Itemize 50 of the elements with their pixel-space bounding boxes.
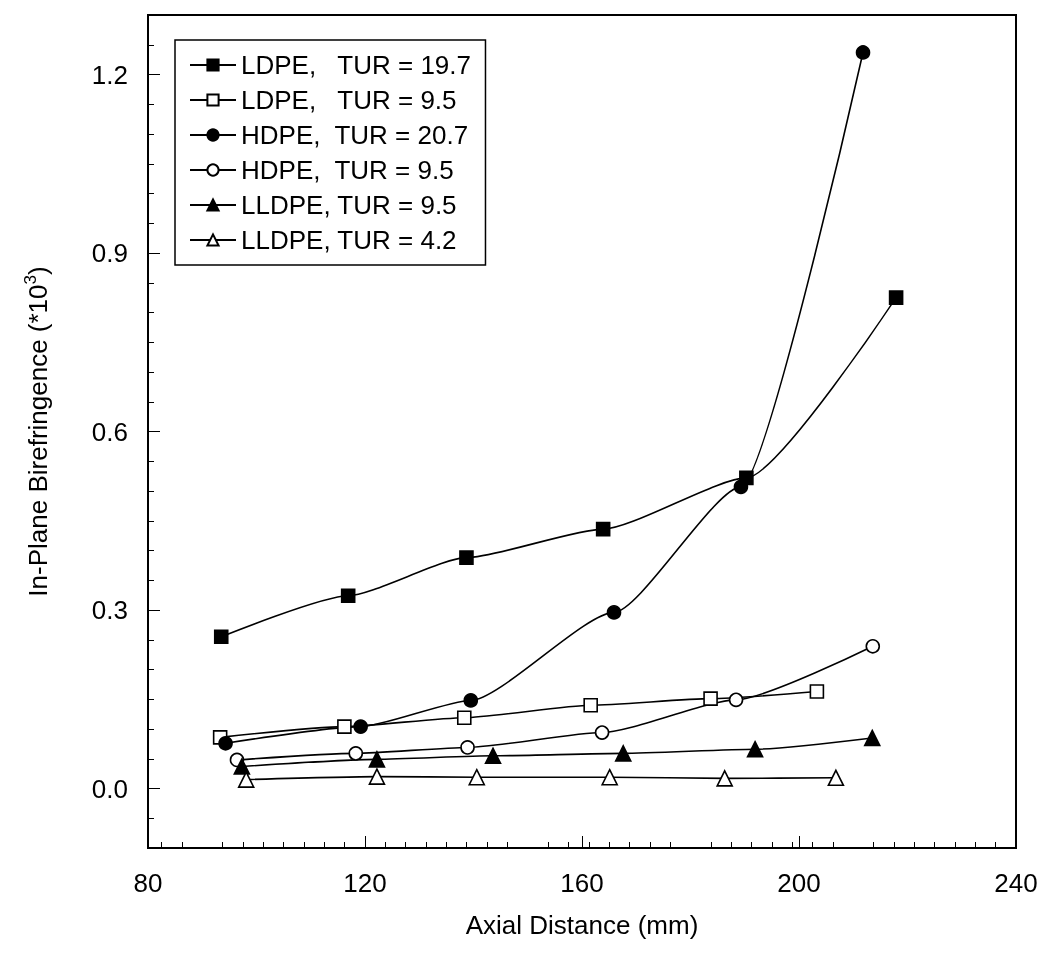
point xyxy=(460,740,475,755)
y-axis-title: In-Plane Birefringence (*103) xyxy=(21,266,53,597)
point xyxy=(703,691,718,706)
point xyxy=(456,710,472,725)
x-tick-label: 240 xyxy=(994,868,1038,898)
legend-label: LDPE, TUR = 9.5 xyxy=(241,85,457,115)
point xyxy=(863,729,881,747)
point xyxy=(484,747,502,765)
legend-label: LLDPE, TUR = 4.2 xyxy=(241,225,457,255)
point xyxy=(809,684,825,699)
point xyxy=(218,735,233,751)
point xyxy=(233,758,251,775)
point xyxy=(463,693,479,708)
legend-label: HDPE, TUR = 20.7 xyxy=(241,120,469,150)
legend-label: HDPE, TUR = 9.5 xyxy=(241,155,454,185)
point xyxy=(888,290,904,305)
y-tick-label: 1.2 xyxy=(91,59,128,90)
point xyxy=(583,697,598,713)
point xyxy=(340,588,356,604)
point xyxy=(348,746,364,761)
point xyxy=(213,629,229,645)
point xyxy=(368,751,386,768)
y-tick-label: 0.9 xyxy=(91,238,128,268)
point xyxy=(746,740,764,758)
point xyxy=(606,605,622,620)
point xyxy=(601,768,618,786)
point xyxy=(716,770,733,787)
x-tick-label: 120 xyxy=(343,868,387,898)
x-axis-title: Axial Distance (mm) xyxy=(465,910,699,940)
point xyxy=(865,639,881,654)
legend-label: LDPE, TUR = 19.7 xyxy=(241,50,472,80)
x-tick-label: 200 xyxy=(777,868,821,898)
legend-label: LLDPE, TUR = 9.5 xyxy=(241,190,457,220)
y-tick-label: 0.6 xyxy=(91,416,128,447)
point xyxy=(594,725,610,740)
point xyxy=(468,768,486,786)
x-tick-label: 80 xyxy=(133,868,163,898)
point xyxy=(368,768,386,785)
point xyxy=(595,521,611,537)
point xyxy=(353,719,368,734)
point xyxy=(614,745,632,762)
point xyxy=(733,479,749,495)
y-tick-label: 0.0 xyxy=(91,773,128,804)
y-tick-label: 0.3 xyxy=(91,595,128,625)
point xyxy=(855,45,871,60)
point xyxy=(728,692,744,708)
point xyxy=(337,719,352,734)
x-tick-label: 160 xyxy=(560,868,604,898)
point xyxy=(827,769,845,787)
point xyxy=(459,550,474,565)
